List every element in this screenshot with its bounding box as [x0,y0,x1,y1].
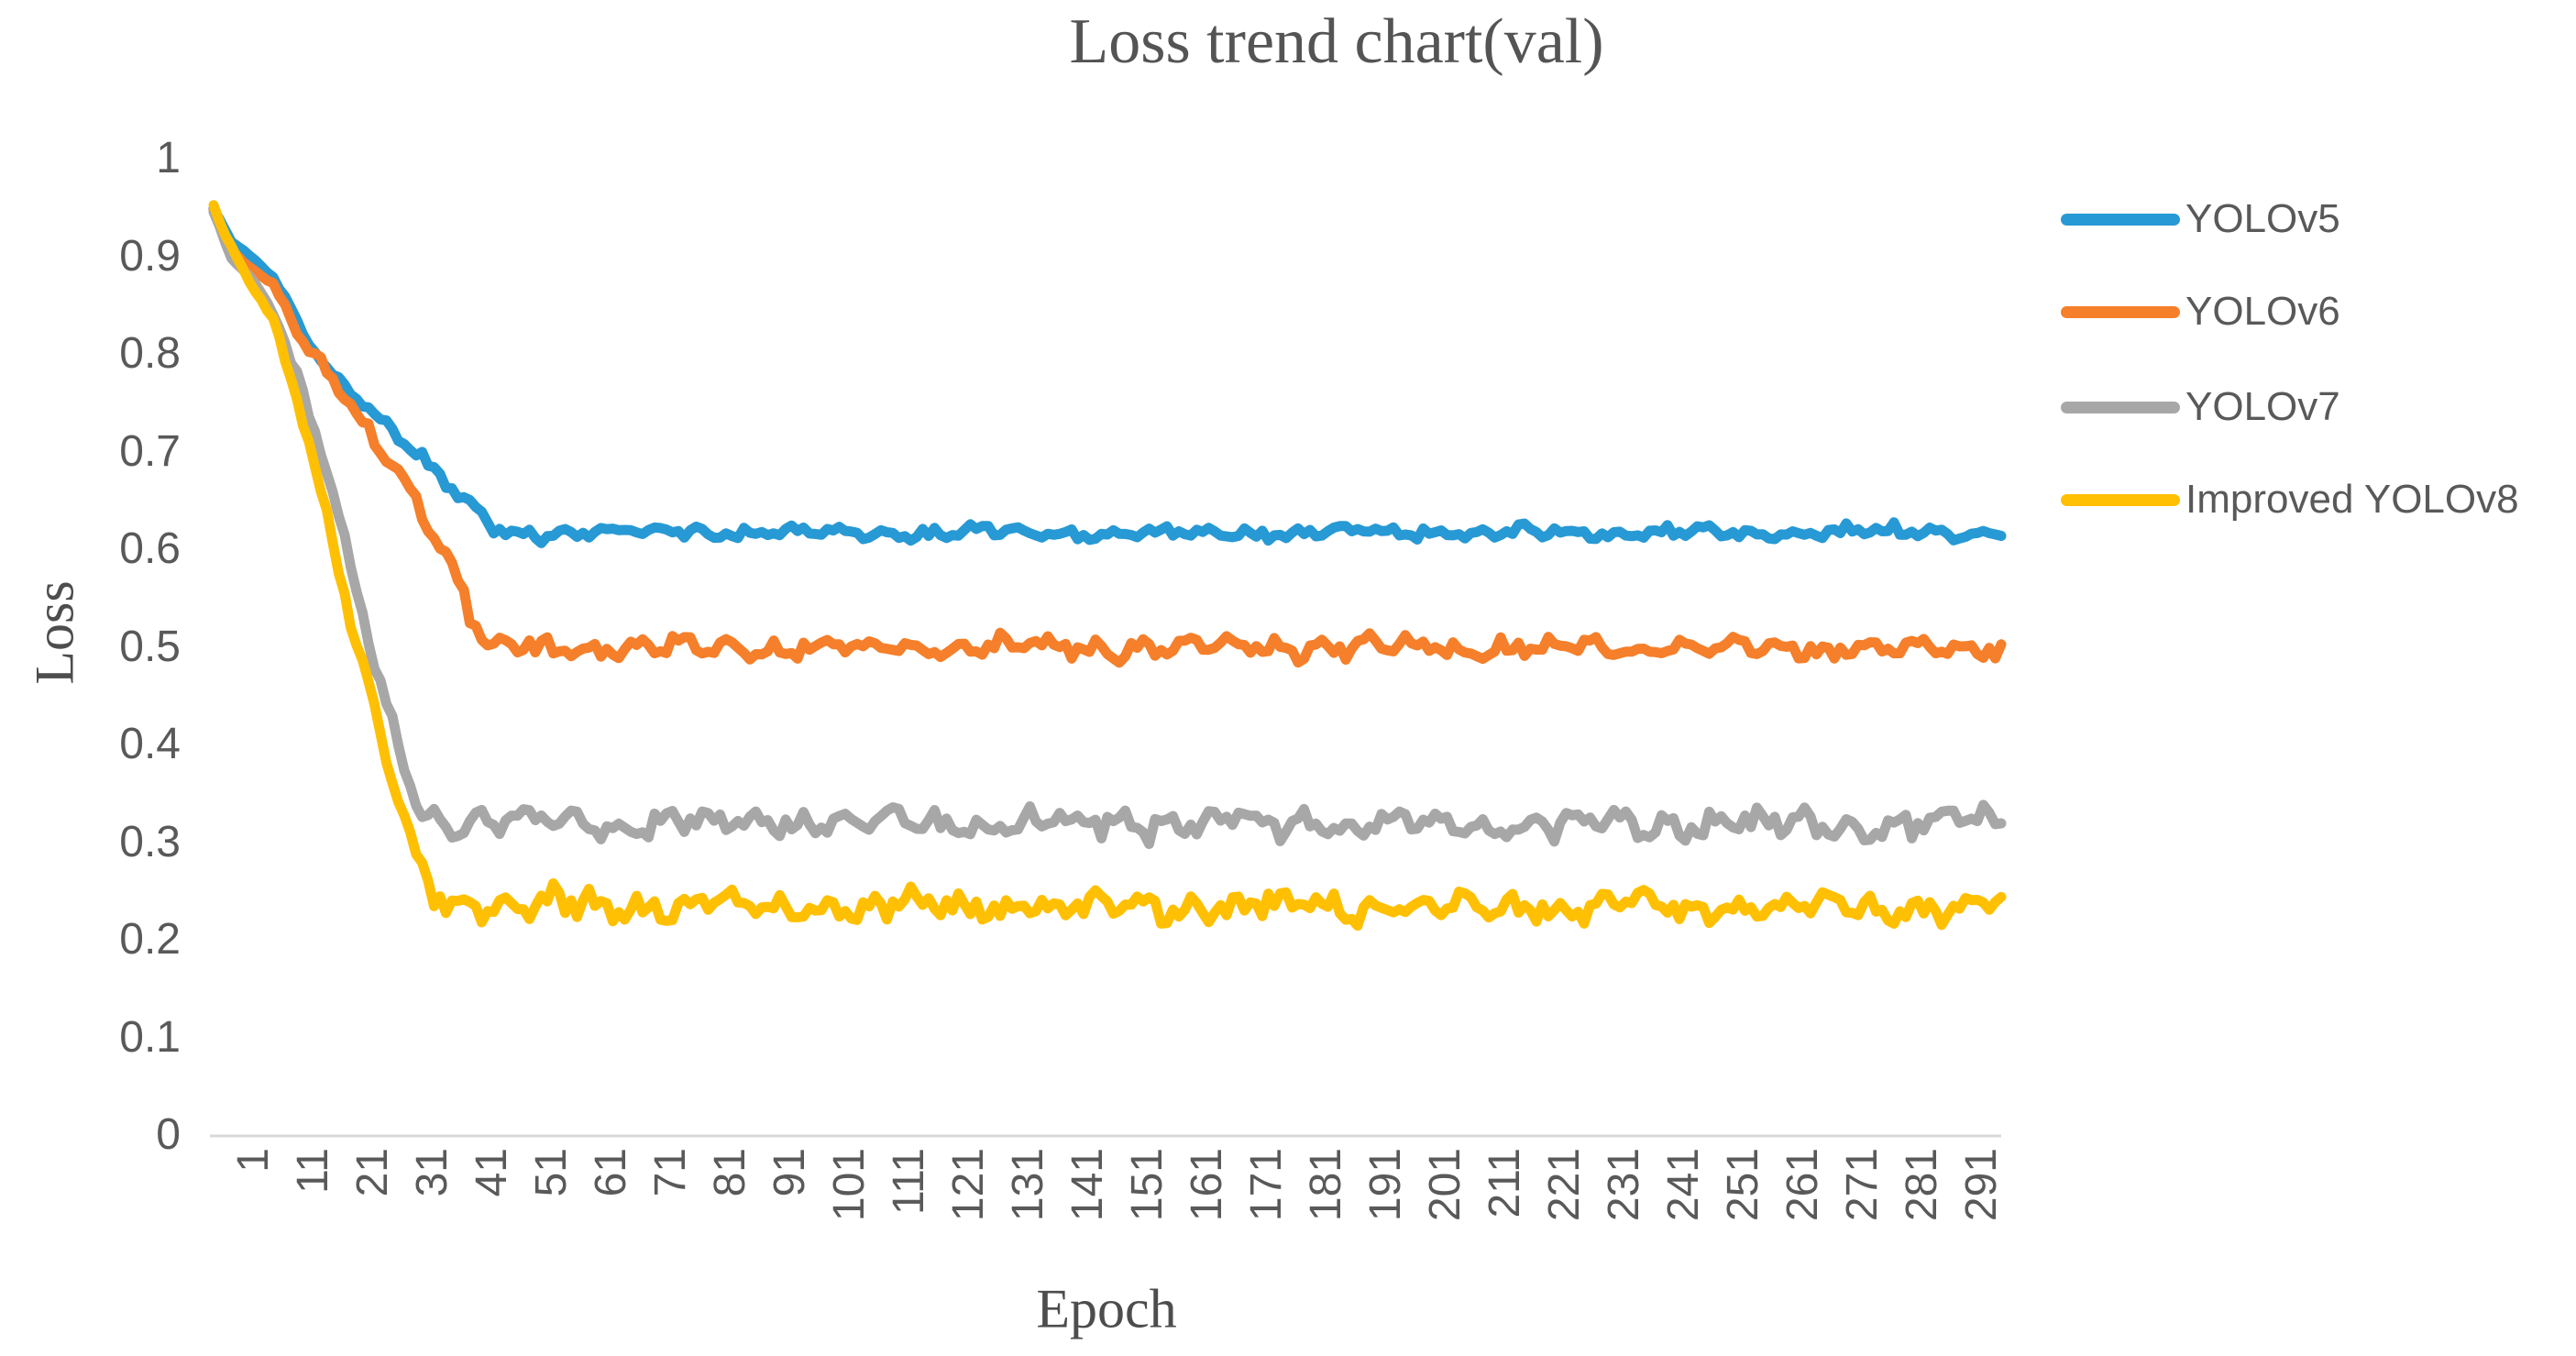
x-tick-label-51: 51 [527,1148,576,1197]
series-line-yolov5 [208,203,2007,548]
x-tick-label-151: 151 [1123,1148,1172,1222]
x-tick-label-231: 231 [1600,1148,1648,1222]
legend-label: Improved YOLOv8 [2185,477,2519,522]
x-tick-label-261: 261 [1778,1148,1827,1222]
x-tick-label-181: 181 [1302,1148,1350,1222]
x-tick-label-281: 281 [1898,1148,1946,1222]
x-tick-label-161: 161 [1183,1148,1231,1222]
legend-item-improved-yolov8: Improved YOLOv8 [2061,477,2519,523]
legend-label: YOLOv7 [2185,384,2340,429]
legend-swatch-icon [2061,305,2180,318]
legend-item-yolov6: YOLOv6 [2061,289,2340,335]
x-tick-label-61: 61 [587,1148,635,1197]
y-tick-label-0.1: 0.1 [119,1012,181,1062]
series-line-yolov6 [208,204,2007,668]
legend-swatch-icon [2061,493,2180,506]
chart-title: Loss trend chart(val) [1069,6,1604,77]
y-tick-label-0.4: 0.4 [119,720,181,768]
x-tick-label-211: 211 [1481,1148,1529,1218]
x-tick-label-271: 271 [1838,1148,1887,1222]
x-tick-label-201: 201 [1421,1148,1470,1222]
x-tick-label-81: 81 [706,1148,754,1197]
x-tick-label-101: 101 [825,1148,874,1222]
x-tick-label-241: 241 [1659,1148,1708,1222]
y-tick-label-0: 0 [156,1110,181,1159]
y-tick-label-0.8: 0.8 [119,329,181,378]
x-tick-label-11: 11 [289,1148,337,1194]
x-tick-label-221: 221 [1540,1148,1589,1222]
y-tick-label-0.5: 0.5 [119,622,181,671]
series-line-improved-yolov8 [208,200,2007,932]
legend-label: YOLOv5 [2185,196,2340,241]
legend-label: YOLOv6 [2185,289,2340,334]
x-tick-label-141: 141 [1063,1148,1112,1222]
y-tick-label-0.6: 0.6 [119,524,181,573]
x-tick-label-131: 131 [1004,1148,1052,1222]
legend-swatch-icon [2061,401,2180,413]
y-tick-label-0.3: 0.3 [119,817,181,866]
x-axis-title: Epoch [1036,1278,1177,1339]
x-tick-label-1: 1 [229,1148,278,1173]
x-tick-label-41: 41 [468,1148,516,1197]
x-tick-label-71: 71 [646,1148,695,1197]
x-tick-label-91: 91 [765,1148,814,1197]
x-tick-label-111: 111 [885,1148,933,1215]
legend-item-yolov7: YOLOv7 [2061,384,2340,430]
series-line-yolov7 [208,206,2007,849]
y-tick-label-0.9: 0.9 [119,231,181,281]
x-tick-label-191: 191 [1361,1148,1410,1222]
x-tick-label-21: 21 [348,1148,397,1197]
y-tick-label-0.2: 0.2 [119,915,181,964]
legend-swatch-icon [2061,213,2180,226]
legend-item-yolov5: YOLOv5 [2061,196,2340,242]
x-tick-label-31: 31 [408,1148,457,1197]
x-tick-label-251: 251 [1719,1148,1767,1222]
y-tick-label-1: 1 [156,134,181,182]
x-tick-label-291: 291 [1957,1148,2006,1222]
x-tick-label-121: 121 [944,1148,993,1222]
y-tick-label-0.7: 0.7 [119,426,181,476]
x-tick-label-171: 171 [1242,1148,1291,1222]
